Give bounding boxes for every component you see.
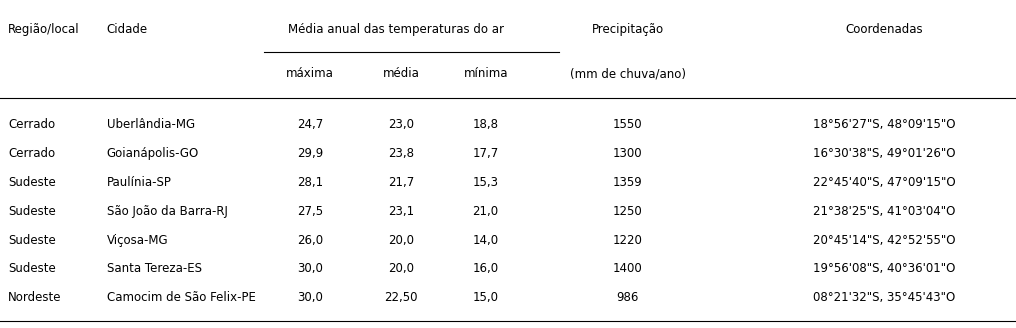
Text: Sudeste: Sudeste [8, 234, 56, 247]
Text: 16,0: 16,0 [472, 262, 499, 276]
Text: 29,9: 29,9 [297, 147, 323, 160]
Text: 21,7: 21,7 [388, 176, 415, 189]
Text: Sudeste: Sudeste [8, 205, 56, 218]
Text: São João da Barra-RJ: São João da Barra-RJ [107, 205, 228, 218]
Text: Região/local: Região/local [8, 23, 79, 36]
Text: 15,0: 15,0 [472, 291, 499, 304]
Text: 20,0: 20,0 [388, 262, 415, 276]
Text: 26,0: 26,0 [297, 234, 323, 247]
Text: Nordeste: Nordeste [8, 291, 62, 304]
Text: 08°21'32"S, 35°45'43"O: 08°21'32"S, 35°45'43"O [813, 291, 955, 304]
Text: máxima: máxima [285, 67, 334, 80]
Text: Viçosa-MG: Viçosa-MG [107, 234, 169, 247]
Text: 23,8: 23,8 [388, 147, 415, 160]
Text: 14,0: 14,0 [472, 234, 499, 247]
Text: 24,7: 24,7 [297, 118, 323, 131]
Text: 22°45'40"S, 47°09'15"O: 22°45'40"S, 47°09'15"O [813, 176, 955, 189]
Text: Cidade: Cidade [107, 23, 147, 36]
Text: 30,0: 30,0 [297, 291, 323, 304]
Text: 18,8: 18,8 [472, 118, 499, 131]
Text: Sudeste: Sudeste [8, 176, 56, 189]
Text: Goianápolis-GO: Goianápolis-GO [107, 147, 199, 160]
Text: 18°56'27"S, 48°09'15"O: 18°56'27"S, 48°09'15"O [813, 118, 955, 131]
Text: Precipitação: Precipitação [592, 23, 663, 36]
Text: Média anual das temperaturas do ar: Média anual das temperaturas do ar [289, 23, 504, 36]
Text: 17,7: 17,7 [472, 147, 499, 160]
Text: Sudeste: Sudeste [8, 262, 56, 276]
Text: 1220: 1220 [613, 234, 643, 247]
Text: Santa Tereza-ES: Santa Tereza-ES [107, 262, 202, 276]
Text: 19°56'08"S, 40°36'01"O: 19°56'08"S, 40°36'01"O [813, 262, 955, 276]
Text: 22,50: 22,50 [385, 291, 418, 304]
Text: 1400: 1400 [613, 262, 643, 276]
Text: 1359: 1359 [613, 176, 643, 189]
Text: 28,1: 28,1 [297, 176, 323, 189]
Text: Camocim de São Felix-PE: Camocim de São Felix-PE [107, 291, 256, 304]
Text: média: média [383, 67, 420, 80]
Text: 1250: 1250 [613, 205, 643, 218]
Text: Cerrado: Cerrado [8, 118, 55, 131]
Text: 20,0: 20,0 [388, 234, 415, 247]
Text: Coordenadas: Coordenadas [845, 23, 923, 36]
Text: 1300: 1300 [613, 147, 643, 160]
Text: 1550: 1550 [613, 118, 643, 131]
Text: 986: 986 [617, 291, 639, 304]
Text: 23,0: 23,0 [388, 118, 415, 131]
Text: 23,1: 23,1 [388, 205, 415, 218]
Text: mínima: mínima [463, 67, 508, 80]
Text: 21°38'25"S, 41°03'04"O: 21°38'25"S, 41°03'04"O [813, 205, 955, 218]
Text: 27,5: 27,5 [297, 205, 323, 218]
Text: 16°30'38"S, 49°01'26"O: 16°30'38"S, 49°01'26"O [813, 147, 955, 160]
Text: (mm de chuva/ano): (mm de chuva/ano) [570, 67, 686, 80]
Text: 21,0: 21,0 [472, 205, 499, 218]
Text: 20°45'14"S, 42°52'55"O: 20°45'14"S, 42°52'55"O [813, 234, 955, 247]
Text: Cerrado: Cerrado [8, 147, 55, 160]
Text: 15,3: 15,3 [472, 176, 499, 189]
Text: 30,0: 30,0 [297, 262, 323, 276]
Text: Paulínia-SP: Paulínia-SP [107, 176, 172, 189]
Text: Uberlândia-MG: Uberlândia-MG [107, 118, 195, 131]
